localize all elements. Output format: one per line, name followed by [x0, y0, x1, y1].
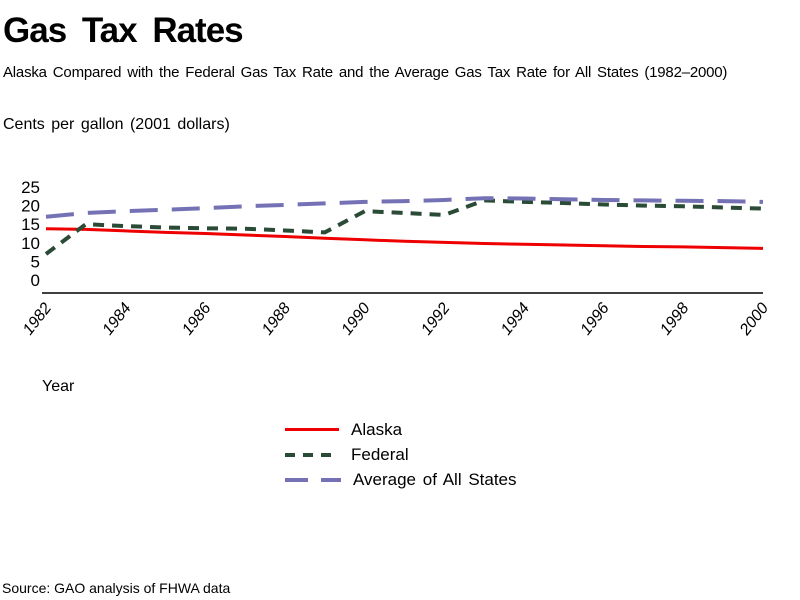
- series-line-federal: [44, 198, 764, 256]
- legend-label: Average of All States: [353, 469, 517, 489]
- series-line-average-of-all-states: [45, 196, 764, 219]
- y-axis-title: Cents per gallon (2001 dollars): [3, 116, 230, 133]
- legend-line-swatch-average-of-all-states: [285, 477, 341, 482]
- y-tick-label: 0: [31, 271, 40, 290]
- x-tick-label: 1986: [179, 300, 214, 339]
- x-tick-label: 1990: [339, 300, 374, 339]
- legend-item-federal: Federal: [285, 445, 517, 464]
- source-note: Source: GAO analysis of FHWA data: [2, 580, 231, 596]
- x-tick-label: 1996: [578, 300, 613, 339]
- series-line-alaska: [45, 227, 764, 250]
- legend-line-swatch-alaska: [285, 428, 339, 431]
- y-tick-label: 25: [21, 178, 40, 197]
- page-title: Gas Tax Rates: [3, 11, 244, 50]
- y-tick-label: 5: [31, 252, 40, 271]
- y-tick-label: 15: [21, 215, 40, 234]
- chart-subtitle: Alaska Compared with the Federal Gas Tax…: [3, 64, 728, 81]
- x-tick-label: 1984: [100, 300, 135, 339]
- legend-item-alaska: Alaska: [285, 420, 517, 439]
- x-tick-label: 1998: [657, 300, 692, 339]
- x-tick-label: 1988: [259, 300, 294, 339]
- x-tick-label: 1992: [418, 300, 453, 339]
- legend-line-swatch-federal: [285, 452, 339, 457]
- chart-legend: Alaska Federal Average of All States: [285, 420, 517, 489]
- x-tick-label: 1994: [498, 300, 533, 339]
- x-tick-label: 1982: [20, 300, 55, 339]
- legend-item-average-of-all-states: Average of All States: [285, 470, 517, 489]
- y-tick-label: 20: [21, 197, 40, 216]
- y-tick-label: 10: [21, 234, 40, 253]
- x-axis-title: Year: [42, 378, 75, 395]
- legend-label: Federal: [351, 444, 409, 464]
- legend-label: Alaska: [351, 419, 403, 439]
- x-tick-label: 2000: [736, 300, 772, 339]
